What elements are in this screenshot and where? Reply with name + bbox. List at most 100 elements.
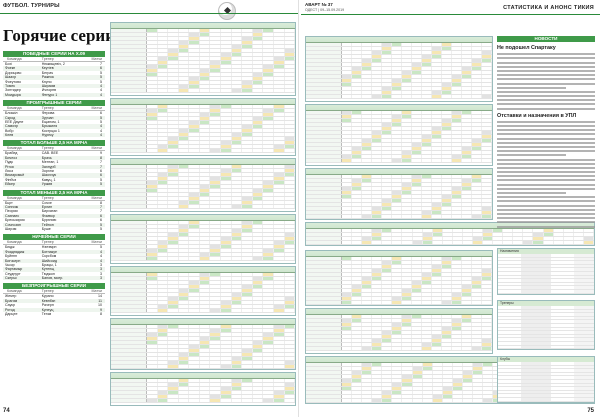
- grid-cell: [402, 285, 412, 288]
- grid-cell: [452, 211, 462, 214]
- grid-cell: [342, 301, 352, 304]
- grid-cell: [253, 49, 264, 52]
- grid-cell: [263, 77, 274, 80]
- grid-cell: [362, 183, 372, 186]
- box-date-cell: [574, 254, 594, 257]
- grid-cell: [285, 229, 295, 232]
- match-count: 6: [99, 169, 102, 174]
- grid-team-cell: [111, 173, 147, 176]
- column-label: Матчи: [91, 146, 102, 151]
- grid-cell: [402, 203, 412, 206]
- grid-cell: [352, 131, 362, 134]
- grid-team-cell: [111, 273, 147, 276]
- grid-cell: [221, 169, 232, 172]
- grid-cell: [189, 341, 200, 344]
- grid-cell: [232, 277, 243, 280]
- grid-cell: [462, 211, 472, 214]
- grid-cell: [189, 297, 200, 300]
- grid-cell: [147, 121, 158, 124]
- grid-cell: [242, 257, 253, 260]
- grid-cell: [242, 121, 253, 124]
- grid-row: [111, 391, 295, 395]
- grid-cell: [402, 63, 412, 66]
- grid-cell: [274, 81, 285, 84]
- grid-cell: [252, 125, 264, 128]
- grid-cell: [412, 257, 422, 260]
- news-title-1: Не подошел Спартаку: [497, 45, 556, 51]
- grid-cell: [372, 391, 383, 394]
- grid-cell: [210, 361, 222, 364]
- grid-cell: [242, 297, 253, 300]
- grid-cell: [210, 333, 222, 336]
- grid-cell: [482, 257, 492, 260]
- grid-cell: [382, 87, 392, 90]
- grid-team-cell: [111, 125, 147, 128]
- box-date-cell: [574, 316, 594, 320]
- series-header: ПОБЕДНЫЕ СЕРИИ НА X.09: [3, 51, 105, 57]
- grid-cell: [189, 105, 200, 108]
- grid-row: [306, 115, 492, 119]
- grid-cell: [242, 77, 253, 80]
- grid-cell: [168, 37, 179, 40]
- grid-cell: [432, 59, 442, 62]
- grid-cell: [285, 329, 295, 332]
- news-text-line: [497, 125, 595, 127]
- grid-cell: [189, 277, 200, 280]
- grid-cell: [482, 143, 492, 146]
- grid-cell: [285, 341, 295, 344]
- grid-cell: [284, 241, 295, 244]
- grid-cell: [157, 245, 169, 248]
- grid-cell: [253, 165, 264, 168]
- grid-cell: [210, 205, 222, 208]
- grid-cell: [242, 341, 253, 344]
- news-text-line: [497, 86, 566, 89]
- grid-row: [306, 175, 492, 179]
- grid-cell: [158, 229, 169, 232]
- grid-cell: [402, 297, 412, 300]
- grid-cell: [352, 47, 362, 50]
- grid-cell: [285, 109, 295, 112]
- grid-cell: [285, 201, 295, 204]
- grid-cell: [168, 237, 179, 240]
- grid-cell: [422, 75, 432, 78]
- grid-cell: [252, 345, 264, 348]
- grid-cell: [231, 137, 243, 140]
- grid-cell: [372, 123, 382, 126]
- grid-cell: [442, 387, 453, 390]
- grid-cell: [232, 29, 243, 32]
- grid-row: [306, 281, 492, 285]
- grid-cell: [263, 81, 274, 84]
- series-row: Скрод Зурчап 5: [3, 115, 105, 120]
- grid-cell: [342, 281, 352, 284]
- grid-cell: [452, 301, 462, 304]
- grid-cell: [352, 127, 362, 130]
- series-column-header: Команда Тренер Матчи: [3, 289, 105, 295]
- grid-cell: [158, 69, 169, 72]
- grid-cell: [442, 289, 452, 292]
- results-grid-r4: [305, 250, 493, 306]
- news-header: НОВОСТИ: [497, 36, 595, 42]
- grid-cell: [200, 197, 211, 200]
- grid-cell: [147, 33, 158, 36]
- grid-cell: [452, 183, 462, 186]
- grid-cell: [274, 361, 285, 364]
- grid-cell: [352, 123, 362, 126]
- grid-cell: [158, 273, 169, 276]
- grid-cell: [402, 183, 412, 186]
- grid-cell: [274, 129, 285, 132]
- grid-cell: [158, 225, 169, 228]
- grid-cell: [158, 137, 169, 140]
- grid-cell: [382, 95, 392, 98]
- team-name: Саэпаес: [5, 213, 20, 218]
- grid-cell: [352, 261, 362, 264]
- grid-cell: [231, 165, 243, 168]
- grid-cell: [158, 117, 169, 120]
- grid-cell: [432, 127, 442, 130]
- grid-cell: [285, 125, 295, 128]
- grid-cell: [362, 391, 373, 394]
- grid-team-cell: [111, 185, 147, 188]
- box-date-cell: [574, 268, 594, 271]
- grid-row: [306, 215, 492, 219]
- grid-cell: [433, 363, 443, 366]
- grid-row: [111, 289, 295, 293]
